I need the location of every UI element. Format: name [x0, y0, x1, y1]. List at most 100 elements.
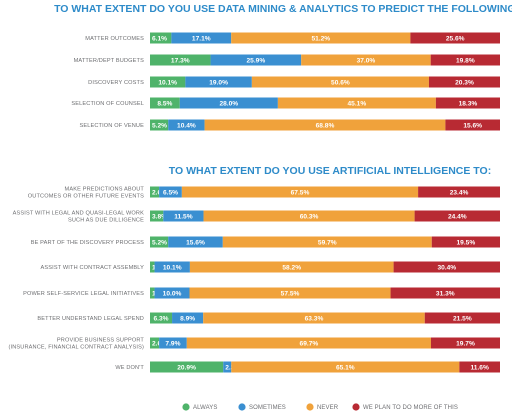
category-label: POWER SELF-SERVICE LEGAL INITIATIVES: [23, 291, 144, 297]
bar-segment-we-plan-to-do-more-of-this: [435, 97, 500, 109]
category-label: MAKE PREDICTIONS ABOUT: [65, 187, 145, 193]
bar-segment-always: [150, 54, 211, 66]
category-label: WE DON'T: [115, 365, 144, 371]
bar-segment-always: [150, 32, 172, 44]
bar-segment-always: [150, 210, 164, 222]
data-label: 67.5%: [291, 189, 310, 196]
bar-segment-always: [150, 312, 173, 324]
bar-segment-sometimes: [172, 312, 204, 324]
data-label: 28.0%: [219, 100, 238, 107]
data-label: 63.3%: [305, 315, 324, 322]
bar-segment-always: [150, 361, 224, 373]
bar-segment-sometimes: [154, 261, 190, 273]
bar-segment-we-plan-to-do-more-of-this: [393, 261, 500, 273]
data-label: 19.0%: [209, 79, 228, 86]
data-label: 8.9%: [180, 315, 195, 322]
data-label: 18.3%: [459, 100, 478, 107]
bar-segment-always: [150, 261, 155, 273]
data-label: 5.2%: [152, 239, 167, 246]
bar-segment-always: [150, 97, 180, 109]
data-label: 69.7%: [300, 340, 319, 347]
data-label: 68.8%: [316, 122, 335, 129]
data-label: 30.4%: [437, 264, 456, 271]
data-label: 6.3%: [154, 315, 169, 322]
bar-segment-never: [251, 76, 429, 88]
bar-segment-never: [222, 236, 432, 248]
data-label: 23.4%: [450, 189, 469, 196]
legend-swatch: [306, 403, 314, 411]
bar-segment-sometimes: [171, 32, 232, 44]
data-label: 24.4%: [448, 213, 467, 220]
legend-label: NEVER: [317, 405, 339, 411]
data-label: 10.1%: [163, 264, 182, 271]
bar-segment-sometimes: [168, 119, 205, 131]
bar-segment-we-plan-to-do-more-of-this: [445, 119, 500, 131]
bar-segment-never: [231, 361, 460, 373]
data-label: 21.5%: [453, 315, 472, 322]
data-label: 45.1%: [348, 100, 367, 107]
bar-segment-sometimes: [163, 210, 204, 222]
data-label: 37.0%: [357, 57, 376, 64]
legend-label: WE PLAN TO DO MORE OF THIS: [363, 405, 458, 411]
category-label: SELECTION OF COUNSEL: [71, 101, 144, 107]
data-label: 15.6%: [186, 239, 205, 246]
bar-segment-always: [150, 337, 160, 349]
bar-segment-never: [277, 97, 436, 109]
bar-segment-we-plan-to-do-more-of-this: [428, 76, 500, 88]
data-label: 51.2%: [311, 35, 330, 42]
category-label: SUCH AS DUE DILLIGENCE: [68, 218, 144, 224]
category-label: ASSIST WITH CONTRACT ASSEMBLY: [40, 265, 144, 271]
category-label: OUTCOMES OR OTHER FUTURE EVENTS: [28, 194, 144, 200]
chart-title: TO WHAT EXTENT DO YOU USE ARTIFICIAL INT…: [169, 165, 491, 177]
bar-segment-we-plan-to-do-more-of-this: [430, 337, 500, 349]
data-label: 10.0%: [163, 290, 182, 297]
bar-segment-never: [186, 337, 431, 349]
bar-segment-never: [189, 261, 394, 273]
bar-segment-sometimes: [154, 287, 190, 299]
data-label: 58.2%: [282, 264, 301, 271]
bar-segment-sometimes: [179, 97, 278, 109]
bar-segment-never: [189, 287, 391, 299]
legend-label: SOMETIMES: [249, 405, 286, 411]
data-label: 19.8%: [456, 57, 475, 64]
chart-title: TO WHAT EXTENT DO YOU USE DATA MINING & …: [54, 3, 512, 15]
category-label: MATTER/DEPT BUDGETS: [74, 58, 145, 64]
data-label: 65.1%: [336, 364, 355, 371]
bar-segment-always: [150, 186, 160, 198]
data-label: 25.9%: [247, 57, 266, 64]
data-label: 11.5%: [174, 213, 192, 220]
bar-segment-we-plan-to-do-more-of-this: [390, 287, 500, 299]
data-label: 20.3%: [455, 79, 474, 86]
data-label: 17.1%: [192, 35, 211, 42]
bar-segment-we-plan-to-do-more-of-this: [414, 210, 500, 222]
bar-segment-never: [203, 312, 425, 324]
data-label: 57.5%: [281, 290, 300, 297]
bar-segment-always: [150, 236, 169, 248]
data-label: 17.3%: [171, 57, 190, 64]
category-label: ASSIST WITH LEGAL AND QUASI-LEGAL WORK: [13, 211, 144, 217]
data-label: 11.6%: [471, 364, 489, 371]
data-label: 19.5%: [457, 239, 476, 246]
data-label: 10.4%: [177, 122, 196, 129]
bar-segment-sometimes: [223, 361, 232, 373]
bar-segment-never: [181, 186, 419, 198]
bar-segment-we-plan-to-do-more-of-this: [459, 361, 500, 373]
data-label: 8.5%: [157, 100, 172, 107]
bar-segment-never: [231, 32, 411, 44]
data-label: 50.6%: [331, 79, 350, 86]
bar-segment-sometimes: [210, 54, 302, 66]
category-label: DISCOVERY COSTS: [88, 80, 144, 86]
data-label: 20.9%: [177, 364, 196, 371]
data-label: 59.7%: [318, 239, 337, 246]
legend-swatch: [182, 403, 190, 411]
category-label: MATTER OUTCOMES: [85, 36, 144, 42]
category-label: BETTER UNDERSTAND LEGAL SPEND: [37, 316, 144, 322]
data-label: 31.3%: [436, 290, 455, 297]
bar-segment-always: [150, 76, 186, 88]
bar-segment-always: [150, 119, 169, 131]
bar-segment-sometimes: [168, 236, 223, 248]
data-label: 7.9%: [165, 340, 180, 347]
bar-segment-we-plan-to-do-more-of-this: [430, 54, 500, 66]
